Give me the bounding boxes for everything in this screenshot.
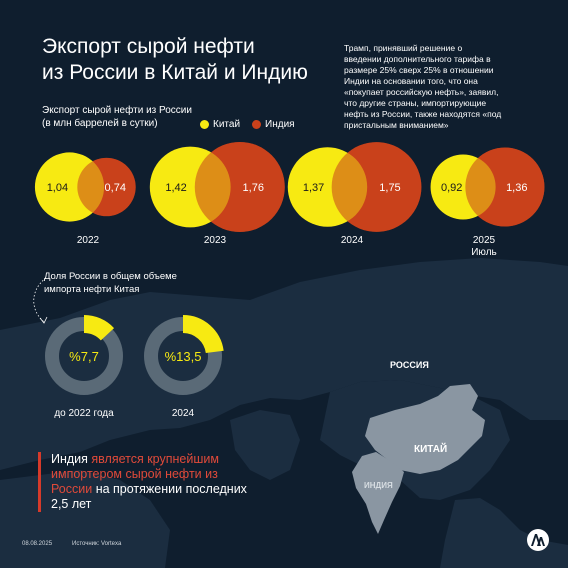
legend-swatch-china: [200, 120, 209, 129]
legend-label-china: Китай: [213, 119, 241, 130]
quote-text: Трамп, принявший решение о введении допо…: [344, 43, 556, 131]
circle-india-overlay-2025: [465, 147, 545, 227]
year-group-2023: 1,42 1,76 2023: [149, 142, 285, 246]
note-part-2: является крупнейшим импортером сырой неф…: [51, 452, 219, 496]
quote-line: Индии на основании того, что она: [344, 76, 478, 86]
circle-india-overlay-2022: [77, 157, 136, 217]
label-china-2025: 0,92: [441, 182, 462, 194]
circle-india-overlay-2023: [194, 142, 285, 232]
legend-item-china: Китай: [200, 119, 240, 130]
quote-line: нефть из России, также находятся «под: [344, 109, 502, 119]
donut-category-label: до 2022 года: [54, 408, 114, 419]
donut-segment: [83, 315, 115, 341]
legend-label-india: Индия: [265, 119, 295, 130]
footer-date: 08.08.2025: [22, 541, 53, 547]
donut-value-label: %13,5: [165, 349, 202, 364]
year-label-2024: 2024: [341, 235, 364, 246]
legend: Китай Индия: [200, 119, 307, 130]
note-part-3: на протяжении последних 2,5 лет: [51, 482, 247, 511]
export-chart-title-line-2: (в млн баррелей в сутки): [42, 118, 158, 129]
legend-item-india: Индия: [252, 119, 295, 130]
year-label-2025: 2025: [473, 235, 496, 246]
year-group-2022: 1,04 0,74 2022: [34, 152, 136, 246]
donut-1: %13,5 2024: [144, 315, 224, 419]
export-chart-title: Экспорт сырой нефти из России (в млн бар…: [42, 104, 222, 130]
agency-logo-icon: [527, 529, 549, 551]
label-india-2024: 1,75: [379, 182, 400, 194]
highlight-countries: [352, 384, 485, 534]
india-shape: [352, 452, 404, 534]
title-line-2: из России в Китай и Индию: [42, 61, 308, 84]
donut-value-label: %7,7: [69, 349, 99, 364]
note-india: Индия является крупнейшим импортером сыр…: [38, 452, 251, 512]
map-labels: РОССИЯ КИТАЙ ИНДИЯ: [364, 360, 447, 490]
year-label-2023: 2023: [204, 235, 227, 246]
quote-line: пристальным вниманием»: [344, 120, 449, 130]
donut-segment: [182, 315, 224, 354]
map-label-russia: РОССИЯ: [390, 360, 429, 370]
map-label-china: КИТАЙ: [414, 442, 447, 455]
year-group-2024: 1,37 1,75 2024: [287, 142, 422, 246]
footer-source: Источник: Vortexa: [72, 541, 122, 547]
export-chart-title-line-1: Экспорт сырой нефти из России: [42, 105, 192, 116]
quote-line: размере 25% сверх 25% в отношении: [344, 65, 494, 75]
page-title: Экспорт сырой нефти из России в Китай и …: [42, 34, 332, 86]
donut-category-label: 2024: [172, 408, 195, 419]
title-line-1: Экспорт сырой нефти: [42, 35, 255, 58]
donut-0: %7,7 до 2022 года: [45, 315, 123, 419]
label-china-2024: 1,37: [303, 182, 324, 194]
legend-swatch-india: [252, 120, 262, 129]
china-shape: [365, 384, 485, 474]
quote-line: что другие страны, импортирующие: [344, 98, 487, 108]
label-china-2022: 1,04: [47, 182, 68, 194]
share-chart-title: Доля России в общем объеме импорта нефти…: [44, 270, 204, 296]
label-india-2022: 0,74: [105, 182, 126, 194]
label-india-2023: 1,76: [243, 182, 264, 194]
quote-line: Трамп, принявший решение о: [344, 43, 463, 53]
label-india-2025: 1,36: [506, 182, 527, 194]
year-label-2022: 2022: [77, 235, 100, 246]
circle-india-overlay-2024: [331, 142, 422, 232]
quote-line: «покупает российскую нефть», заявил,: [344, 87, 499, 97]
quote-line: введении дополнительного тарифа в: [344, 54, 491, 64]
note-part-1: Индия: [51, 452, 88, 466]
share-chart-title-line-2: импорта нефти Китая: [44, 284, 140, 295]
label-china-2023: 1,42: [165, 182, 186, 194]
year-sublabel-2025: Июль: [471, 247, 497, 258]
share-chart-title-line-1: Доля России в общем объеме: [44, 271, 177, 282]
map-label-india: ИНДИЯ: [364, 481, 393, 490]
